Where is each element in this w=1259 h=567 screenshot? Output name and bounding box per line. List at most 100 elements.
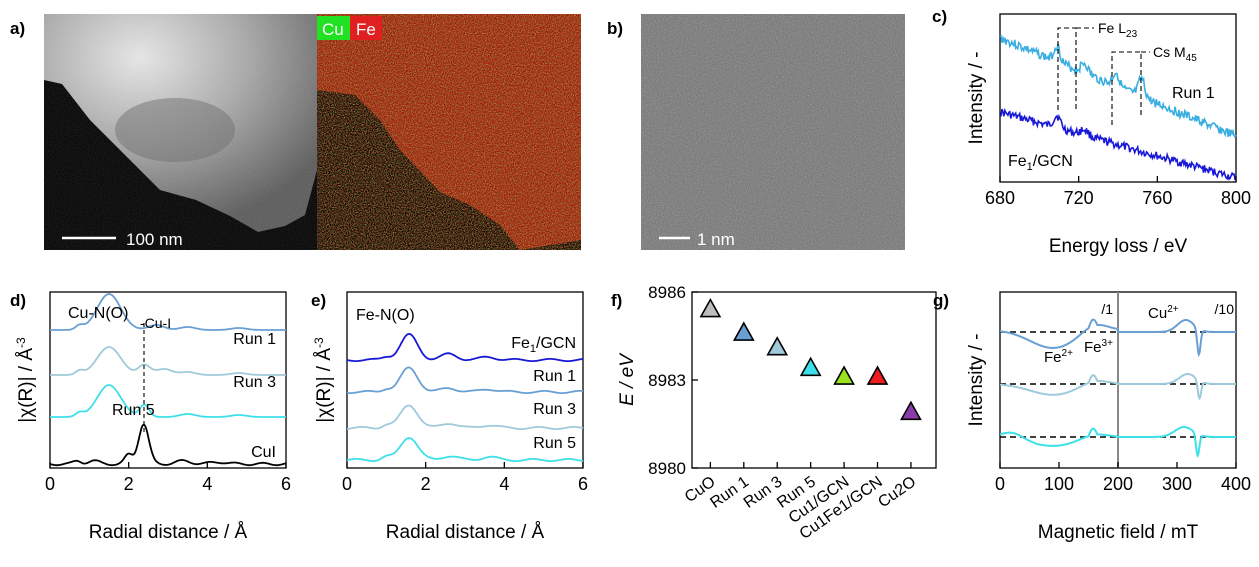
series-e-run3 [346,404,584,430]
series-e-run1 [346,366,584,394]
panel-g: g) /1 /10 Cu2+ Fe2+ Fe3+ Intensity / - 0… [933,291,1251,543]
scale-label-a: 100 nm [126,230,183,249]
xtick-label: 200 [1103,474,1133,494]
scale-g-right: /10 [1215,301,1235,317]
panel-a: a) 100 nm Cu Fe [10,14,581,250]
xticks-d: 0 2 4 6 [45,462,291,494]
panel-e-letter: e) [311,291,326,310]
legend-cu-label: Cu [322,20,344,39]
xtick-label: 4 [202,474,212,494]
xtick-label: 6 [281,474,291,494]
series-g-run1 [999,318,1236,358]
xlabel-g: Magnetic field / mT [1038,522,1199,543]
label-c-run1: Run 1 [1172,85,1215,102]
ylabel-g: Intensity / - [966,334,987,427]
data-point [799,356,822,377]
xtick-label: 680 [985,188,1015,208]
xlabel-d: Radial distance / Å [89,522,248,543]
series-d-run3 [50,346,286,376]
panel-b: b) 1 nm [607,14,905,250]
panel-c: c) Fe L23 Cs M45 Run 1 Fe1/GCN Intensity… [932,7,1251,257]
eds-cu-speckle [317,14,581,250]
panel-b-letter: b) [607,19,623,38]
series-g-run5 [999,426,1236,459]
panel-e: e) Fe-N(O) Fe1/GCN Run 1 Run 3 Run 5 |χ(… [311,291,588,543]
xtick-label: 0 [342,474,352,494]
xtick-label: 4 [499,474,509,494]
series-d-run1 [50,293,286,331]
axes-e [346,291,584,469]
label-e-run3: Run 3 [533,401,576,418]
panel-d: d) Cu-N(O) -Cu-I Run 1 Run 3 Run 5 CuI |… [10,291,291,543]
xtick-label: 0 [995,474,1005,494]
xtick-label: 2 [124,474,134,494]
ann-g-cu2: Cu2+ [1148,304,1179,322]
xtick-label: Cu2O [875,473,919,511]
ann-g-fe2: Fe2+ [1044,348,1073,366]
ann-d-cu-n: Cu-N(O) [68,305,128,322]
xlabel-e: Radial distance / Å [386,522,545,543]
axes-c [999,13,1237,183]
legend-cu-box [317,16,350,40]
series-c-fe1gcn [999,107,1237,181]
panel-c-letter: c) [932,7,947,26]
xtick-label: 800 [1221,188,1251,208]
marker-cs-m45 [1111,51,1142,125]
label-c-fe1gcn: Fe1/GCN [1008,153,1073,173]
panel-d-letter: d) [10,291,26,310]
ylabel-f: E / eV [617,352,638,406]
data-point [699,297,722,318]
panel-g-letter: g) [933,291,949,310]
scale-label-b: 1 nm [697,230,735,249]
xtick-label: 760 [1142,188,1172,208]
series-e-fe1gcn [346,332,584,362]
ann-e-fe-n: Fe-N(O) [356,307,415,324]
label-d-run5: Run 5 [112,402,155,419]
xtick-label: 720 [1064,188,1094,208]
ylabel-c: Intensity / - [966,52,987,145]
label-d-run3: Run 3 [233,374,276,391]
ytick-label: 8980 [648,459,686,478]
ann-fe-l23: Fe L23 [1098,20,1138,40]
xtick-label: 2 [421,474,431,494]
series-g-run3 [999,373,1236,401]
data-point [866,365,889,385]
label-d-run1: Run 1 [233,331,276,348]
xtick-label: 400 [1221,474,1251,494]
eels-markers [1057,27,1150,125]
xlabel-c: Energy loss / eV [1049,236,1188,257]
legend-fe-box [350,16,382,40]
xtick-label: 300 [1162,474,1192,494]
label-e-run5: Run 5 [533,435,576,452]
legend-fe-label: Fe [356,20,376,39]
xticks-c: 680 720 760 800 [985,176,1251,208]
ann-cs-m45: Cs M45 [1153,44,1197,64]
data-point [766,336,789,356]
marker-fe-l23 [1057,27,1077,112]
label-e-run1: Run 1 [533,368,576,385]
axes-d [49,291,287,469]
stem-noise [44,14,317,250]
ylabel-e: |χ(R)| / Å-3 [312,337,335,423]
data-point [732,321,755,341]
xtick-label: 100 [1044,474,1074,494]
panel-f-letter: f) [611,291,622,310]
hrstem-noise [641,14,905,250]
label-e-fe1gcn: Fe1/GCN [511,335,576,355]
series-c-run1 [999,34,1237,138]
series-d-run5 [50,384,286,418]
points-f [699,297,922,421]
data-point [833,365,855,385]
ylabel-d: |χ(R)| / Å-3 [14,337,37,423]
series-e-run5 [346,437,584,462]
data-point [900,400,922,421]
ann-d-cu-i: -Cu-I [140,315,171,331]
yticks-f: 8980 8983 8986 [648,283,698,478]
series-d-cui [49,423,287,467]
ytick-label: 8983 [648,371,686,390]
xticks-g: 0 100 200 300 400 [995,462,1251,494]
xticks-e: 0 2 4 6 [342,462,588,494]
